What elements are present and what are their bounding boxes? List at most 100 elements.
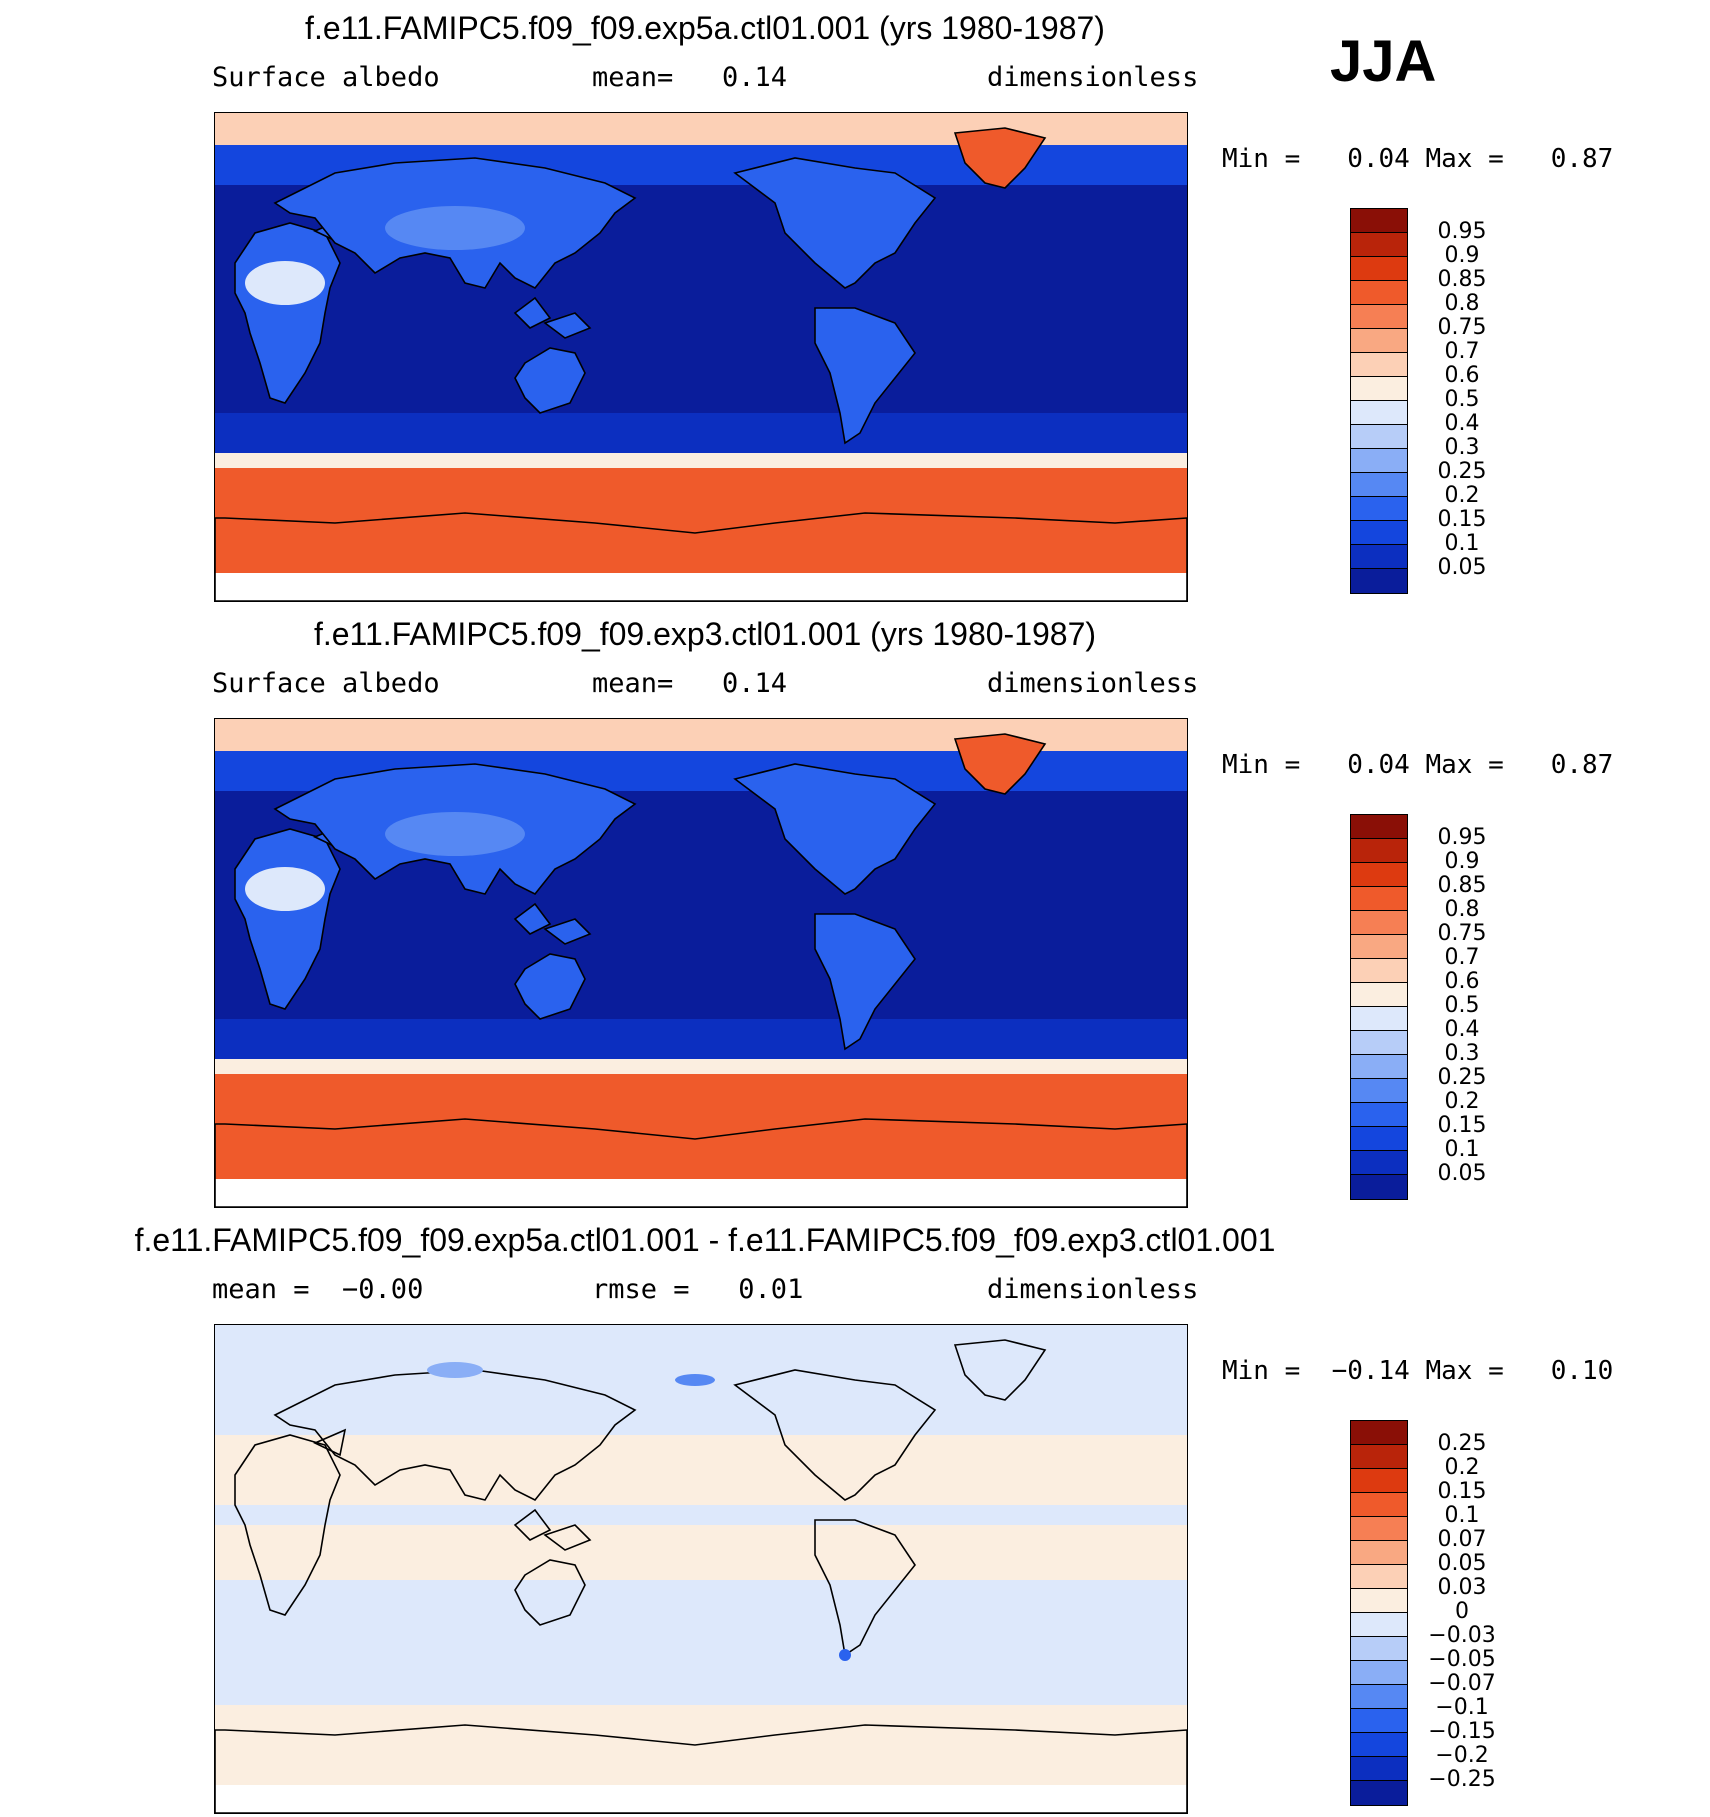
colorbar-tick-label: 0.5 — [1444, 993, 1480, 1018]
colorbar-segment — [1351, 1007, 1407, 1031]
colorbar-tick-label: 0.1 — [1444, 1503, 1480, 1528]
colorbar-tick-label: 0.05 — [1437, 1551, 1487, 1576]
colorbar-tick-label: 0.6 — [1444, 969, 1480, 994]
continent-outline — [733, 763, 937, 895]
colorbar-tick-label: 0.25 — [1437, 459, 1487, 484]
colorbar-tick-label: 0.8 — [1444, 897, 1480, 922]
colorbar-tick-label: 0.9 — [1444, 243, 1480, 268]
colorbar-tick-label: −0.25 — [1428, 1767, 1496, 1792]
continent-outline — [953, 1339, 1047, 1401]
colorbar-segment — [1351, 425, 1407, 449]
colorbar-segment — [1351, 839, 1407, 863]
min-max-readout: Min = 0.04 Max = 0.87 — [1222, 750, 1614, 780]
mean-value: mean= 0.14 — [592, 668, 788, 699]
units: dimensionless — [987, 62, 1199, 93]
albedo-map — [214, 112, 1188, 602]
panel-title: f.e11.FAMIPC5.f09_f09.exp5a.ctl01.001 (y… — [305, 10, 1105, 46]
no-data-band — [215, 573, 1187, 601]
colorbar-segment — [1351, 959, 1407, 983]
colorbar-tick-label: 0.15 — [1437, 1479, 1487, 1504]
mean-value: mean= 0.14 — [592, 62, 788, 93]
continent-outline — [953, 127, 1047, 189]
colorbar-tick-label: 0.2 — [1444, 1089, 1480, 1114]
continent-outline — [273, 1369, 637, 1502]
continent-outline — [814, 913, 916, 1051]
season-label: JJA — [1330, 29, 1437, 94]
colorbar-segment — [1351, 233, 1407, 257]
colorbar-tick-label: 0.75 — [1437, 315, 1487, 340]
units: dimensionless — [987, 668, 1199, 699]
colorbar-segment — [1351, 815, 1407, 839]
colorbar-segment — [1351, 305, 1407, 329]
colorbar-segment — [1351, 281, 1407, 305]
colorbar-segment — [1351, 1031, 1407, 1055]
colorbar-segment — [1351, 1685, 1407, 1709]
colorbar-tick-label: −0.1 — [1435, 1695, 1489, 1720]
panel-model-a: f.e11.FAMIPC5.f09_f09.exp5a.ctl01.001 (y… — [0, 0, 1710, 605]
continent-outline — [513, 1508, 552, 1541]
colorbar-segment — [1351, 1589, 1407, 1613]
colorbar-tick-label: −0.05 — [1428, 1647, 1496, 1672]
colorbar — [1350, 1420, 1408, 1806]
colorbar-tick-label: 0.7 — [1444, 945, 1480, 970]
colorbar-tick-label: 0.75 — [1437, 921, 1487, 946]
colorbar-segment — [1351, 911, 1407, 935]
colorbar-segment — [1351, 1055, 1407, 1079]
continent-outline — [514, 953, 586, 1020]
colorbar-tick-label: 0.25 — [1437, 1065, 1487, 1090]
colorbar-segment — [1351, 521, 1407, 545]
northern-positive-band — [215, 1435, 1187, 1505]
continent-outline — [215, 512, 1187, 601]
colorbar-tick-label: 0.03 — [1437, 1575, 1487, 1600]
colorbar-segment — [1351, 863, 1407, 887]
colorbar-segment — [1351, 1175, 1407, 1199]
colorbar-tick-label: 0.4 — [1444, 411, 1480, 436]
colorbar-tick-label: −0.03 — [1428, 1623, 1496, 1648]
colorbar-segment — [1351, 1079, 1407, 1103]
min-max-readout: Min = −0.14 Max = 0.10 — [1222, 1356, 1614, 1386]
tibet-bright-area — [385, 206, 525, 250]
colorbar-segment — [1351, 449, 1407, 473]
colorbar-tick-label: 0.05 — [1437, 1161, 1487, 1186]
sea-ice-edge — [215, 1059, 1187, 1074]
no-data-band — [215, 1179, 1187, 1207]
colorbar-segment — [1351, 1127, 1407, 1151]
colorbar-tick-label: 0.25 — [1437, 1431, 1487, 1456]
colorbar-tick-label: 0.95 — [1437, 219, 1487, 244]
negative-anomaly-spot — [675, 1374, 715, 1386]
colorbar — [1350, 814, 1408, 1200]
colorbar-tick-label: −0.2 — [1435, 1743, 1489, 1768]
colorbar-tick-label: 0.5 — [1444, 387, 1480, 412]
continent-outline — [215, 1724, 1187, 1813]
colorbar-tick-label: −0.07 — [1428, 1671, 1496, 1696]
negative-anomaly-spot — [839, 1649, 851, 1661]
colorbar-labels: 0.95 0.9 0.85 0.8 0.75 0.7 0.6 0.5 0.4 0.3 0.25 0.2… — [1412, 814, 1522, 1198]
southern-ocean-band — [215, 1019, 1187, 1059]
colorbar-tick-label: −0.15 — [1428, 1719, 1496, 1744]
colorbar-segment — [1351, 1517, 1407, 1541]
continent-outline — [234, 1434, 341, 1616]
colorbar-segment — [1351, 1661, 1407, 1685]
mean-value: mean = −0.00 — [212, 1274, 424, 1305]
variable-name: Surface albedo — [212, 62, 440, 93]
units: dimensionless — [987, 1274, 1199, 1305]
continent-outline — [543, 918, 592, 945]
colorbar-segment — [1351, 473, 1407, 497]
continent-outline — [514, 347, 586, 414]
colorbar-tick-label: 0.6 — [1444, 363, 1480, 388]
tibet-bright-area — [385, 812, 525, 856]
continent-outline — [543, 312, 592, 339]
colorbar-segment — [1351, 329, 1407, 353]
antarctic-band — [215, 1074, 1187, 1194]
colorbar-segment — [1351, 497, 1407, 521]
colorbar-segment — [1351, 935, 1407, 959]
continent-outline — [313, 1428, 347, 1457]
continent-outline — [513, 902, 552, 935]
colorbar-tick-label: 0.15 — [1437, 507, 1487, 532]
tropical-positive-band — [215, 1525, 1187, 1580]
sahara-bright-area — [245, 867, 325, 911]
colorbar-tick-label: 0.9 — [1444, 849, 1480, 874]
sahara-bright-area — [245, 261, 325, 305]
colorbar-segment — [1351, 1421, 1407, 1445]
colorbar-segment — [1351, 401, 1407, 425]
